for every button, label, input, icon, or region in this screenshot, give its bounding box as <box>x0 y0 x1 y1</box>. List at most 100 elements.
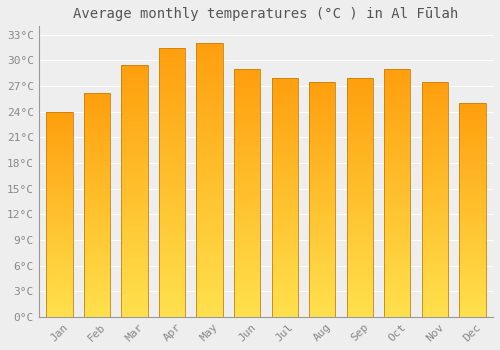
Bar <box>422 125 448 126</box>
Bar <box>422 283 448 284</box>
Bar <box>122 167 148 168</box>
Bar <box>309 298 336 299</box>
Bar <box>234 83 260 84</box>
Bar <box>309 150 336 151</box>
Bar <box>422 278 448 279</box>
Bar <box>384 294 410 296</box>
Bar <box>84 214 110 215</box>
Bar <box>122 208 148 210</box>
Bar <box>422 123 448 124</box>
Bar <box>46 271 72 272</box>
Bar <box>309 143 336 144</box>
Bar <box>159 251 185 252</box>
Bar <box>122 274 148 275</box>
Bar <box>196 61 223 63</box>
Bar <box>234 153 260 154</box>
Bar <box>159 282 185 283</box>
Bar <box>196 214 223 216</box>
Bar <box>234 296 260 297</box>
Bar <box>460 220 485 222</box>
Bar <box>346 194 373 195</box>
Bar <box>159 201 185 202</box>
Bar <box>84 104 110 105</box>
Bar <box>196 140 223 142</box>
Bar <box>46 270 72 271</box>
Bar <box>196 48 223 49</box>
Bar <box>84 154 110 156</box>
Bar <box>422 181 448 182</box>
Bar <box>196 307 223 309</box>
Bar <box>384 262 410 264</box>
Bar <box>309 304 336 305</box>
Bar <box>346 202 373 203</box>
Bar <box>159 157 185 158</box>
Bar <box>196 217 223 218</box>
Bar <box>46 217 72 218</box>
Bar <box>122 232 148 233</box>
Bar <box>122 70 148 71</box>
Bar <box>46 194 72 195</box>
Bar <box>309 199 336 201</box>
Bar <box>384 85 410 86</box>
Bar <box>84 218 110 219</box>
Bar <box>234 285 260 286</box>
Bar <box>346 166 373 167</box>
Bar <box>84 245 110 246</box>
Bar <box>84 306 110 307</box>
Bar <box>309 179 336 181</box>
Bar <box>122 249 148 250</box>
Bar <box>309 110 336 111</box>
Bar <box>384 226 410 228</box>
Bar <box>234 229 260 230</box>
Bar <box>46 251 72 252</box>
Bar <box>422 163 448 164</box>
Bar <box>309 208 336 209</box>
Bar <box>84 262 110 263</box>
Bar <box>272 204 298 205</box>
Bar <box>346 121 373 122</box>
Bar <box>122 183 148 184</box>
Bar <box>422 166 448 168</box>
Bar <box>309 113 336 115</box>
Bar <box>460 287 485 288</box>
Bar <box>460 280 485 281</box>
Bar <box>422 217 448 218</box>
Bar <box>422 102 448 103</box>
Bar <box>460 166 485 167</box>
Bar <box>422 142 448 143</box>
Bar <box>234 177 260 178</box>
Bar <box>384 244 410 245</box>
Bar <box>309 100 336 102</box>
Bar <box>46 157 72 158</box>
Bar <box>46 118 72 119</box>
Bar <box>84 117 110 118</box>
Bar <box>196 254 223 255</box>
Bar <box>309 165 336 166</box>
Bar <box>346 164 373 165</box>
Bar <box>122 71 148 72</box>
Bar <box>460 205 485 206</box>
Bar <box>234 292 260 293</box>
Bar <box>84 293 110 294</box>
Bar <box>272 94 298 96</box>
Bar <box>309 169 336 170</box>
Bar <box>122 88 148 89</box>
Bar <box>46 274 72 275</box>
Bar <box>84 119 110 120</box>
Bar <box>309 168 336 169</box>
Bar <box>46 166 72 167</box>
Bar <box>272 295 298 296</box>
Bar <box>122 119 148 120</box>
Bar <box>84 128 110 129</box>
Bar <box>234 306 260 307</box>
Bar <box>272 160 298 161</box>
Bar <box>346 230 373 231</box>
Bar <box>159 197 185 198</box>
Bar <box>384 89 410 90</box>
Bar <box>46 164 72 165</box>
Bar <box>122 314 148 316</box>
Bar <box>122 178 148 180</box>
Bar <box>460 272 485 273</box>
Bar <box>346 251 373 252</box>
Bar <box>122 288 148 289</box>
